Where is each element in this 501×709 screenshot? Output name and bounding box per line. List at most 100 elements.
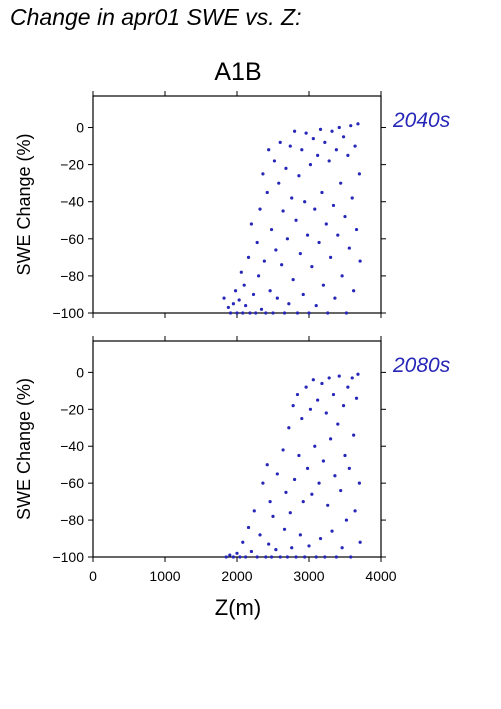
- data-point: [282, 311, 287, 315]
- data-point: [293, 129, 297, 133]
- data-point: [350, 196, 354, 200]
- y-tick-label: 0: [76, 364, 84, 380]
- data-point: [282, 527, 287, 531]
- data-point: [337, 125, 341, 130]
- data-point: [346, 385, 350, 389]
- data-point: [235, 551, 239, 555]
- data-point: [298, 533, 302, 537]
- x-tick-label: 0: [89, 568, 97, 584]
- data-point: [303, 200, 307, 204]
- data-point: [343, 214, 347, 219]
- data-point: [267, 148, 271, 152]
- data-point: [241, 311, 245, 315]
- data-point: [316, 398, 320, 402]
- data-point: [231, 555, 235, 559]
- data-point: [341, 135, 346, 139]
- data-point: [291, 278, 295, 282]
- data-point: [269, 227, 274, 232]
- data-point: [298, 252, 302, 256]
- data-point: [314, 555, 318, 559]
- data-point: [323, 140, 327, 144]
- data-point: [308, 163, 313, 167]
- y-axis-label: SWE Change (%): [14, 133, 34, 275]
- plot-frame: [92, 95, 382, 314]
- y-tick-label: −20: [60, 157, 84, 173]
- data-point: [308, 407, 313, 411]
- data-point: [249, 549, 253, 554]
- data-point: [244, 303, 248, 308]
- x-tick-label: 4000: [365, 568, 396, 584]
- data-point: [318, 127, 323, 131]
- data-point: [317, 240, 321, 245]
- data-point: [327, 376, 331, 380]
- data-point: [265, 463, 269, 467]
- data-point: [288, 511, 292, 515]
- data-point: [310, 265, 314, 269]
- data-point: [303, 555, 307, 559]
- data-point: [261, 481, 265, 485]
- data-point: [346, 153, 350, 157]
- data-point: [267, 542, 271, 546]
- data-point: [300, 416, 304, 421]
- data-point: [235, 311, 239, 315]
- data-point: [288, 144, 292, 148]
- data-point: [239, 270, 243, 274]
- data-point: [255, 240, 259, 245]
- data-point: [295, 311, 300, 315]
- data-point: [293, 477, 297, 482]
- data-point: [353, 144, 357, 148]
- y-axis-label: SWE Change (%): [14, 378, 34, 520]
- data-point: [326, 311, 330, 315]
- data-point: [305, 233, 310, 237]
- data-point: [354, 227, 359, 232]
- data-point: [255, 555, 259, 559]
- data-point: [238, 555, 242, 559]
- data-point: [268, 289, 272, 293]
- data-point: [246, 255, 251, 259]
- data-point: [341, 404, 346, 408]
- data-point: [327, 159, 331, 163]
- data-point: [334, 148, 338, 152]
- data-point: [290, 546, 294, 550]
- data-point: [307, 544, 311, 548]
- data-point: [344, 518, 349, 522]
- data-point: [284, 166, 288, 170]
- x-tick-label: 3000: [293, 568, 324, 584]
- data-point: [224, 555, 228, 559]
- data-point: [311, 378, 315, 382]
- data-point: [261, 172, 265, 176]
- data-point: [316, 153, 320, 157]
- data-point: [340, 274, 344, 278]
- x-axis-label: Z(m): [215, 595, 261, 620]
- data-point: [310, 492, 314, 496]
- data-point: [357, 172, 361, 176]
- y-tick-label: −100: [52, 305, 84, 321]
- data-point: [226, 305, 230, 310]
- y-tick-label: −20: [60, 401, 84, 417]
- data-point: [305, 466, 310, 470]
- data-point: [264, 555, 268, 559]
- page-title: Change in apr01 SWE vs. Z:: [10, 4, 302, 30]
- data-point: [343, 453, 347, 458]
- data-point: [237, 298, 241, 302]
- data-point: [337, 374, 341, 378]
- data-point: [331, 392, 336, 397]
- data-point: [222, 296, 226, 300]
- data-point: [317, 481, 321, 485]
- data-point: [287, 302, 291, 306]
- data-point: [258, 207, 262, 211]
- data-point: [347, 246, 351, 250]
- data-point: [252, 509, 256, 513]
- data-point: [228, 311, 233, 315]
- data-point: [320, 381, 324, 386]
- data-point: [300, 148, 304, 152]
- data-point: [304, 385, 308, 389]
- data-point: [311, 137, 315, 141]
- data-point: [356, 372, 360, 376]
- data-point: [281, 448, 285, 452]
- data-point: [271, 514, 275, 518]
- data-point: [269, 555, 274, 559]
- data-point: [323, 555, 327, 559]
- data-point: [324, 411, 328, 415]
